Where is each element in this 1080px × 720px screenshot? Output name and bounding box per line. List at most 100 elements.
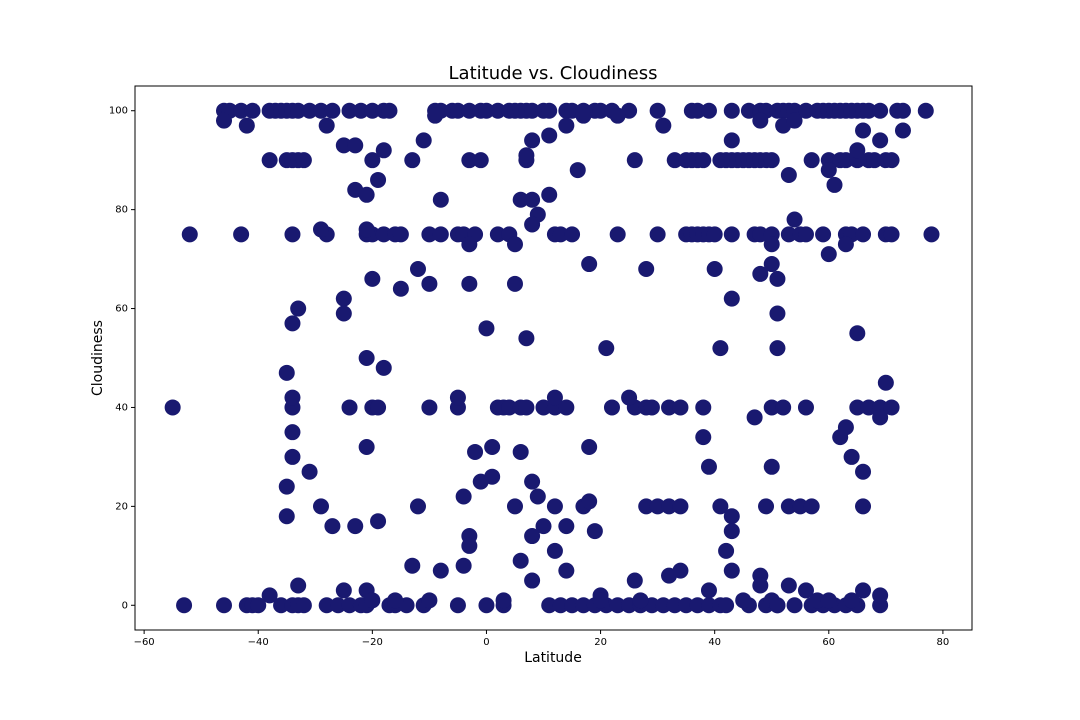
point: [723, 508, 740, 525]
point: [358, 439, 375, 456]
point: [449, 102, 466, 119]
point: [569, 162, 586, 179]
point: [820, 246, 837, 263]
point: [518, 330, 535, 347]
point: [324, 102, 341, 119]
y-tick-label: 0: [122, 600, 128, 611]
point: [552, 597, 569, 614]
point: [558, 399, 575, 416]
point: [763, 152, 780, 169]
point: [295, 597, 312, 614]
point: [609, 107, 626, 124]
point: [295, 152, 312, 169]
point: [524, 572, 541, 589]
point: [735, 592, 752, 609]
point: [467, 443, 484, 460]
point: [484, 439, 501, 456]
point: [740, 102, 757, 119]
point: [718, 597, 735, 614]
point: [506, 236, 523, 253]
point: [278, 508, 295, 525]
point: [723, 102, 740, 119]
point: [826, 176, 843, 193]
point: [558, 562, 575, 579]
point: [603, 399, 620, 416]
point: [632, 592, 649, 609]
point: [609, 226, 626, 243]
point: [358, 186, 375, 203]
point: [375, 142, 392, 159]
point: [592, 592, 609, 609]
point: [404, 152, 421, 169]
point: [347, 137, 364, 154]
x-tick-label: 40: [708, 637, 721, 648]
point: [432, 191, 449, 208]
point: [387, 592, 404, 609]
point: [786, 211, 803, 228]
x-tick-label: 60: [822, 637, 835, 648]
point: [855, 463, 872, 480]
point: [649, 226, 666, 243]
point: [706, 226, 723, 243]
point: [792, 498, 809, 515]
point: [335, 582, 352, 599]
point: [638, 260, 655, 277]
point: [318, 117, 335, 134]
point: [592, 102, 609, 119]
point: [313, 498, 329, 515]
point: [626, 152, 643, 169]
point: [855, 582, 872, 599]
point: [541, 186, 558, 203]
point: [244, 102, 261, 119]
point: [706, 260, 723, 277]
point: [849, 142, 866, 159]
x-axis-label: Latitude: [524, 650, 582, 666]
point: [638, 498, 655, 515]
point: [335, 137, 352, 154]
point: [752, 112, 769, 129]
point: [872, 102, 889, 119]
point: [855, 498, 872, 515]
point: [672, 498, 689, 515]
point: [872, 587, 889, 604]
point: [621, 389, 638, 406]
point: [261, 587, 278, 604]
point: [763, 236, 780, 253]
point: [700, 597, 717, 614]
point: [712, 340, 729, 357]
point: [872, 409, 889, 426]
point: [883, 226, 900, 243]
point: [661, 498, 678, 515]
point: [780, 577, 797, 594]
point: [484, 468, 501, 485]
point: [392, 226, 409, 243]
point: [797, 102, 814, 119]
point: [803, 498, 820, 515]
point: [364, 102, 381, 119]
point: [780, 167, 797, 184]
point: [506, 498, 523, 515]
point: [820, 592, 837, 609]
point: [678, 597, 695, 614]
point: [894, 122, 911, 139]
point: [238, 117, 255, 134]
point: [695, 152, 712, 169]
point: [358, 350, 375, 366]
point: [535, 518, 552, 535]
point: [335, 290, 352, 307]
point: [535, 399, 552, 416]
point: [849, 325, 866, 342]
point: [461, 275, 478, 292]
point: [432, 226, 449, 243]
point: [278, 478, 295, 495]
point: [261, 152, 278, 169]
point: [541, 597, 558, 614]
y-tick-label: 40: [115, 402, 128, 413]
point: [581, 256, 598, 273]
x-tick-label: 20: [594, 637, 607, 648]
point: [370, 171, 387, 188]
y-tick-label: 100: [109, 106, 128, 117]
point: [461, 537, 478, 554]
point: [860, 399, 877, 416]
point: [723, 226, 740, 243]
